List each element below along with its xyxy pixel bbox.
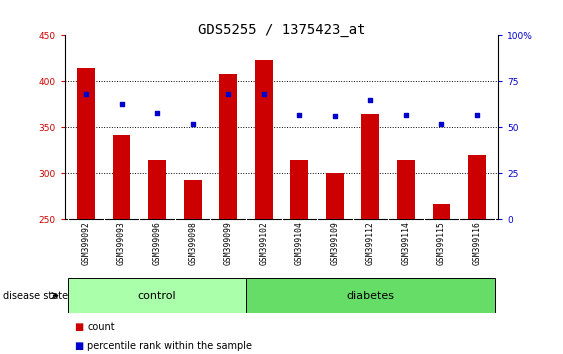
- Text: ■: ■: [74, 322, 83, 332]
- Bar: [291, 160, 308, 219]
- Bar: [77, 68, 95, 219]
- Point: [82, 91, 91, 97]
- Text: GSM399116: GSM399116: [472, 221, 481, 265]
- Text: GDS5255 / 1375423_at: GDS5255 / 1375423_at: [198, 23, 365, 37]
- Text: GSM399093: GSM399093: [117, 221, 126, 265]
- Text: GSM399099: GSM399099: [224, 221, 233, 265]
- Point: [437, 121, 446, 127]
- Point: [401, 112, 410, 118]
- Bar: [220, 74, 237, 219]
- Bar: [148, 160, 166, 219]
- Text: GSM399109: GSM399109: [330, 221, 339, 265]
- Point: [224, 91, 233, 97]
- Text: GSM399092: GSM399092: [82, 221, 91, 265]
- Point: [295, 112, 304, 118]
- Bar: [432, 204, 450, 219]
- Bar: [326, 173, 343, 219]
- Text: disease state: disease state: [3, 291, 68, 301]
- Text: GSM399114: GSM399114: [401, 221, 410, 265]
- Text: ■: ■: [74, 341, 83, 351]
- Bar: [255, 60, 272, 219]
- Bar: [397, 160, 415, 219]
- Text: count: count: [87, 322, 115, 332]
- Point: [472, 112, 481, 118]
- Text: GSM399102: GSM399102: [259, 221, 268, 265]
- Text: GSM399104: GSM399104: [295, 221, 304, 265]
- Bar: [113, 135, 131, 219]
- Point: [153, 110, 162, 115]
- Text: GSM399112: GSM399112: [366, 221, 375, 265]
- Bar: [246, 278, 495, 313]
- Point: [259, 91, 268, 97]
- Text: GSM399098: GSM399098: [188, 221, 197, 265]
- Bar: [468, 155, 486, 219]
- Text: GSM399096: GSM399096: [153, 221, 162, 265]
- Point: [188, 121, 197, 127]
- Point: [366, 97, 375, 103]
- Point: [330, 114, 339, 119]
- Bar: [68, 278, 246, 313]
- Bar: [361, 114, 379, 219]
- Bar: [184, 180, 202, 219]
- Text: percentile rank within the sample: percentile rank within the sample: [87, 341, 252, 351]
- Text: control: control: [138, 291, 176, 301]
- Point: [117, 101, 126, 106]
- Text: GSM399115: GSM399115: [437, 221, 446, 265]
- Text: diabetes: diabetes: [346, 291, 394, 301]
